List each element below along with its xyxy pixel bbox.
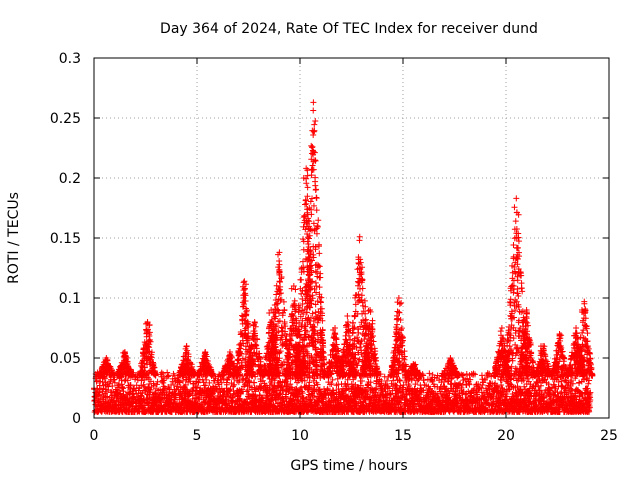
data-point (274, 383, 281, 390)
data-point (311, 394, 318, 401)
data-point (280, 387, 287, 394)
data-point (268, 381, 275, 388)
data-point (165, 372, 172, 379)
data-point (187, 378, 194, 385)
data-point (158, 369, 165, 376)
chart-title: Day 364 of 2024, Rate Of TEC Index for r… (160, 21, 538, 37)
data-point (238, 386, 245, 393)
data-point (257, 392, 264, 399)
data-point (111, 379, 118, 386)
data-point (148, 384, 155, 391)
data-point (170, 382, 177, 389)
data-point (162, 385, 169, 392)
data-point (241, 278, 248, 285)
data-point (203, 376, 210, 383)
data-point (105, 383, 112, 390)
data-point (276, 391, 283, 398)
data-point (238, 388, 245, 395)
data-point (147, 387, 154, 394)
data-point (271, 377, 278, 384)
data-point (109, 383, 116, 390)
data-point (196, 396, 203, 403)
data-point (172, 394, 179, 401)
data-point (176, 379, 183, 386)
data-point (195, 379, 202, 386)
data-point (94, 385, 101, 392)
data-point (251, 379, 258, 386)
data-point (231, 381, 238, 388)
data-point (120, 388, 127, 395)
data-point (300, 394, 307, 401)
data-point (183, 343, 190, 349)
data-point (227, 386, 234, 393)
data-point (164, 369, 171, 376)
data-point (303, 383, 310, 390)
data-point (217, 376, 224, 383)
data-point (466, 381, 473, 388)
data-point (150, 382, 157, 389)
data-point (183, 386, 190, 393)
data-point (252, 373, 259, 380)
data-point (96, 389, 103, 396)
data-point (153, 381, 160, 388)
data-point (266, 387, 273, 394)
data-point (160, 370, 167, 377)
data-point (119, 384, 126, 391)
data-point (206, 379, 213, 386)
data-point (116, 387, 123, 394)
data-point (314, 381, 321, 388)
data-points (91, 99, 596, 415)
data-point (202, 382, 209, 389)
data-point (115, 382, 122, 389)
data-point (252, 388, 259, 395)
data-point (159, 378, 166, 385)
data-point (251, 319, 258, 325)
data-point (104, 393, 111, 400)
data-point (189, 388, 196, 395)
data-point (174, 383, 181, 390)
data-point (250, 392, 257, 399)
data-point (576, 379, 583, 386)
data-point (278, 382, 285, 389)
data-point (194, 384, 200, 391)
data-point (240, 287, 247, 294)
data-point (145, 395, 152, 402)
data-point (242, 311, 249, 318)
data-point (426, 370, 433, 377)
data-point (186, 374, 193, 381)
data-point (164, 373, 171, 380)
data-point (287, 381, 294, 388)
data-point (127, 382, 134, 389)
data-point (124, 377, 131, 384)
data-point (301, 377, 308, 384)
data-point (138, 377, 145, 384)
data-point (295, 397, 302, 404)
data-point (299, 390, 306, 397)
data-point (244, 387, 251, 394)
